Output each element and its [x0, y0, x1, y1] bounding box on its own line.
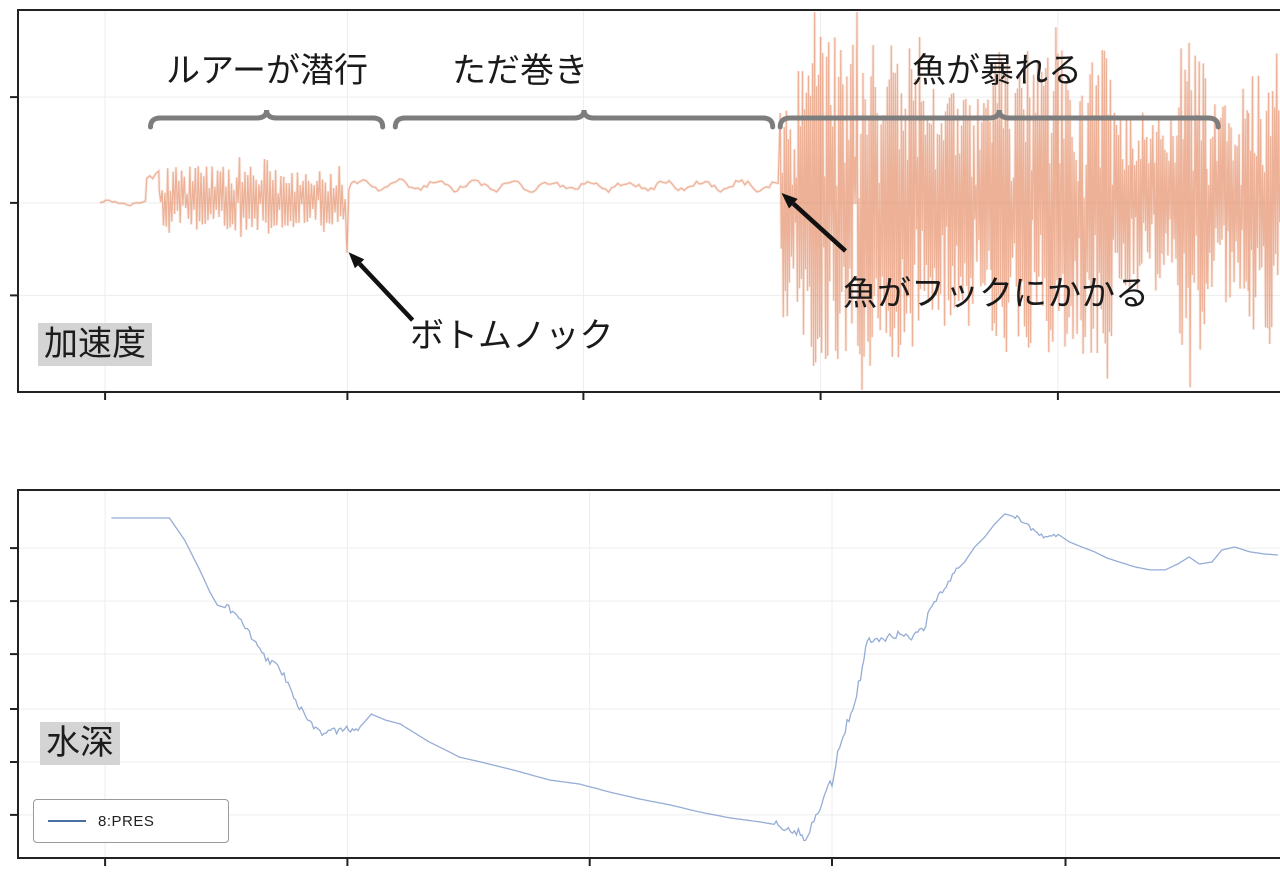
legend: 8:PRES	[33, 799, 229, 843]
legend-line-sample	[48, 820, 86, 822]
annotation-steady-retrieve: ただ巻き	[452, 52, 588, 90]
depth-plot	[10, 489, 1280, 866]
annotation-fish-struggle: 魚が暴れる	[912, 52, 1082, 90]
legend-entry-label: 8:PRES	[98, 812, 155, 830]
annotation-fish-hooked: 魚がフックにかかる	[843, 275, 1149, 313]
annotation-lure-dive: ルアーが潜行	[166, 52, 368, 90]
acceleration-plot	[10, 9, 1280, 400]
depth-chart: 水深 8:PRES	[0, 488, 1280, 891]
acceleration-chart: ルアーが潜行 ただ巻き 魚が暴れる ボトムノック 魚がフックにかかる 加速度	[0, 8, 1280, 408]
annotation-bottom-knock: ボトムノック	[410, 317, 614, 355]
acceleration-axis-label: 加速度	[38, 323, 152, 367]
depth-axis-label: 水深	[40, 722, 120, 766]
